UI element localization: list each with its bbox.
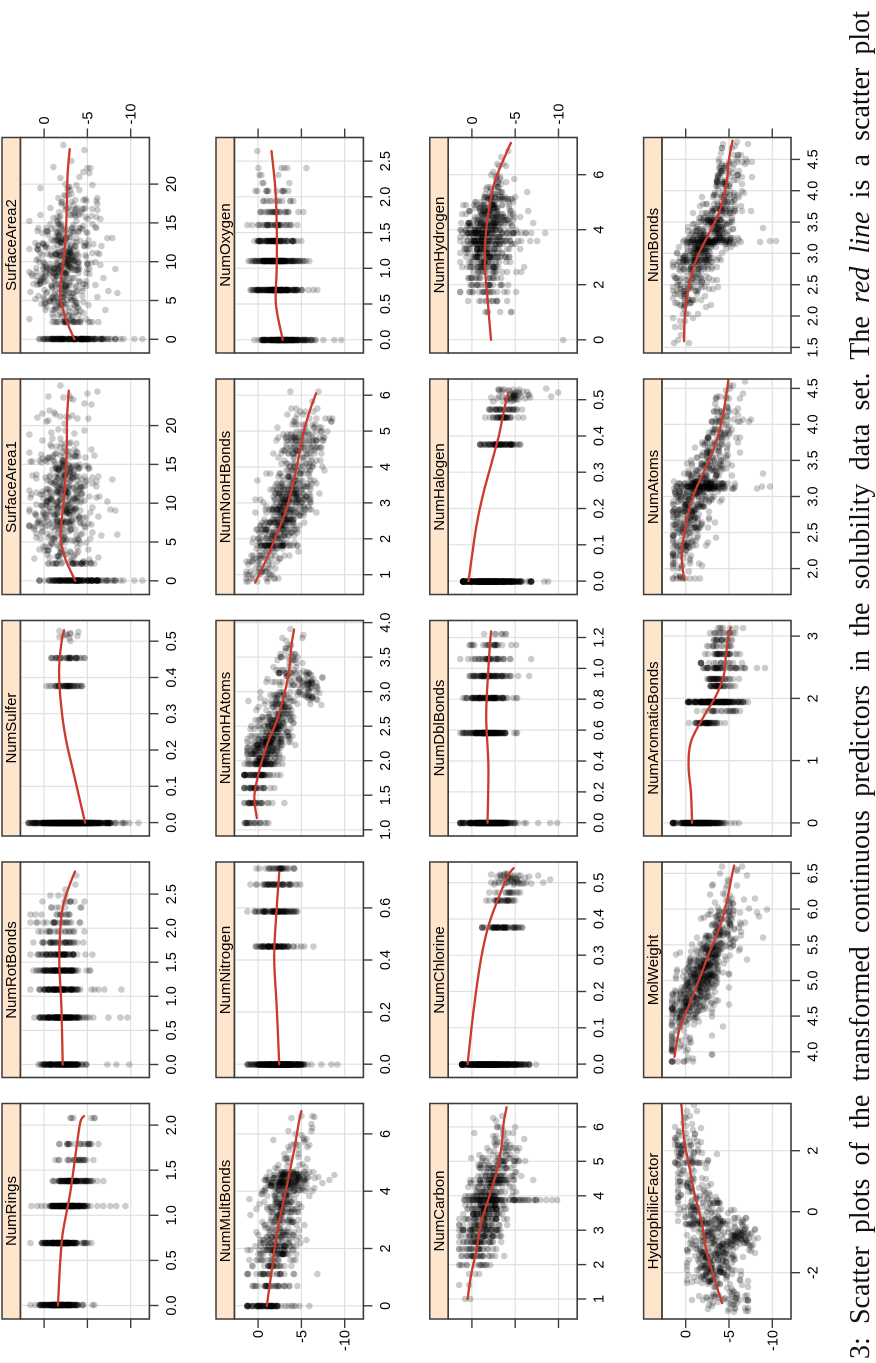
svg-text:SurfaceArea1: SurfaceArea1 (3, 441, 20, 533)
svg-text:0.6: 0.6 (378, 898, 394, 918)
svg-text:NumRotBonds: NumRotBonds (3, 921, 20, 1019)
svg-text:0.1: 0.1 (164, 776, 180, 796)
svg-text:2.0: 2.0 (164, 918, 180, 938)
svg-text:0.5: 0.5 (164, 631, 180, 651)
svg-text:0.0: 0.0 (378, 1054, 394, 1074)
svg-text:-10: -10 (124, 104, 140, 125)
svg-text:NumRings: NumRings (3, 1176, 20, 1246)
svg-text:0.0: 0.0 (164, 1295, 180, 1315)
svg-text:NumSulfer: NumSulfer (3, 693, 20, 764)
svg-text:NumMultBonds: NumMultBonds (217, 1160, 234, 1263)
svg-text:0.3: 0.3 (164, 704, 180, 724)
svg-text:-5: -5 (294, 1330, 310, 1343)
svg-text:5: 5 (164, 296, 180, 304)
svg-text:10: 10 (164, 254, 180, 270)
svg-text:0: 0 (37, 116, 53, 124)
svg-text:NumNonHAtoms: NumNonHAtoms (217, 672, 234, 785)
svg-text:0.2: 0.2 (164, 740, 180, 760)
svg-text:15: 15 (164, 456, 180, 472)
svg-text:15: 15 (164, 215, 180, 231)
svg-text:20: 20 (164, 418, 180, 434)
svg-text:0.0: 0.0 (164, 813, 180, 833)
svg-text:0.2: 0.2 (378, 1002, 394, 1022)
svg-text:-5: -5 (80, 112, 96, 125)
svg-text:0: 0 (251, 1330, 267, 1338)
svg-text:6: 6 (378, 1130, 394, 1138)
svg-text:0.5: 0.5 (164, 1020, 180, 1040)
svg-text:0: 0 (378, 1302, 394, 1310)
svg-text:1.0: 1.0 (164, 986, 180, 1006)
svg-text:0.4: 0.4 (164, 667, 180, 687)
svg-text:1.5: 1.5 (164, 952, 180, 972)
svg-text:NumNitrogen: NumNitrogen (217, 926, 234, 1014)
svg-text:0.0: 0.0 (164, 1054, 180, 1074)
svg-text:10: 10 (164, 495, 180, 511)
svg-text:1.0: 1.0 (164, 1205, 180, 1225)
svg-text:5: 5 (164, 538, 180, 546)
svg-text:0.5: 0.5 (164, 1250, 180, 1270)
svg-text:0.4: 0.4 (378, 950, 394, 970)
svg-text:4: 4 (378, 1187, 394, 1195)
svg-text:20: 20 (164, 176, 180, 192)
svg-text:0: 0 (164, 335, 180, 343)
svg-text:2.5: 2.5 (164, 884, 180, 904)
svg-text:1.5: 1.5 (164, 1160, 180, 1180)
svg-text:2: 2 (378, 1244, 394, 1252)
svg-text:2.0: 2.0 (164, 1115, 180, 1135)
svg-text:-10: -10 (338, 1330, 354, 1351)
svg-text:0: 0 (164, 577, 180, 585)
svg-text:SurfaceArea2: SurfaceArea2 (3, 199, 20, 291)
